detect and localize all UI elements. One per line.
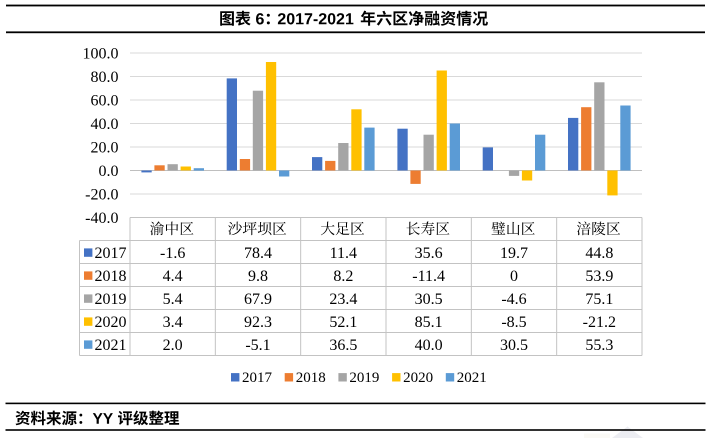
svg-text:2021: 2021 (95, 337, 127, 354)
svg-text:2.0: 2.0 (163, 337, 183, 354)
svg-text:35.6: 35.6 (415, 245, 443, 262)
svg-text:55.3: 55.3 (585, 337, 613, 354)
svg-text:30.5: 30.5 (500, 337, 528, 354)
svg-text:-1.6: -1.6 (160, 245, 185, 262)
svg-text:2017: 2017 (242, 370, 273, 386)
svg-text:2019: 2019 (349, 370, 379, 386)
svg-text:75.1: 75.1 (585, 291, 613, 308)
svg-text:67.9: 67.9 (244, 291, 272, 308)
svg-text:2018: 2018 (296, 370, 326, 386)
svg-text:9.8: 9.8 (248, 268, 268, 285)
svg-text:-21.2: -21.2 (583, 314, 616, 331)
svg-text:53.9: 53.9 (585, 268, 613, 285)
svg-text:0: 0 (510, 268, 518, 285)
svg-text:2019: 2019 (95, 291, 127, 308)
svg-text:5.4: 5.4 (163, 291, 183, 308)
svg-text:19.7: 19.7 (500, 245, 528, 262)
svg-text:20.0: 20.0 (91, 140, 119, 157)
svg-text:92.3: 92.3 (244, 314, 272, 331)
svg-text:-11.4: -11.4 (412, 268, 445, 285)
svg-text:-8.5: -8.5 (501, 314, 526, 331)
svg-text:2020: 2020 (95, 314, 127, 331)
svg-text:23.4: 23.4 (329, 291, 357, 308)
svg-text:44.8: 44.8 (585, 245, 613, 262)
svg-text:-40.0: -40.0 (85, 210, 118, 227)
svg-text:4.4: 4.4 (163, 268, 183, 285)
svg-text:-20.0: -20.0 (85, 187, 118, 204)
svg-text:2021: 2021 (457, 370, 487, 386)
svg-text:3.4: 3.4 (163, 314, 183, 331)
svg-text:52.1: 52.1 (329, 314, 357, 331)
svg-text:78.4: 78.4 (244, 245, 272, 262)
svg-text:85.1: 85.1 (415, 314, 443, 331)
svg-text:100.0: 100.0 (83, 46, 119, 63)
svg-text:8.2: 8.2 (333, 268, 353, 285)
svg-text:2018: 2018 (95, 268, 127, 285)
svg-text:-5.1: -5.1 (245, 337, 270, 354)
svg-text:11.4: 11.4 (330, 245, 357, 262)
svg-text:60.0: 60.0 (91, 93, 119, 110)
svg-text:-4.6: -4.6 (501, 291, 526, 308)
svg-text:30.5: 30.5 (415, 291, 443, 308)
svg-text:40.0: 40.0 (91, 116, 119, 133)
svg-text:80.0: 80.0 (91, 69, 119, 86)
svg-text:40.0: 40.0 (415, 337, 443, 354)
svg-text:2017: 2017 (95, 245, 127, 262)
svg-text:36.5: 36.5 (329, 337, 357, 354)
svg-text:2020: 2020 (403, 370, 433, 386)
svg-text:0.0: 0.0 (99, 163, 119, 180)
